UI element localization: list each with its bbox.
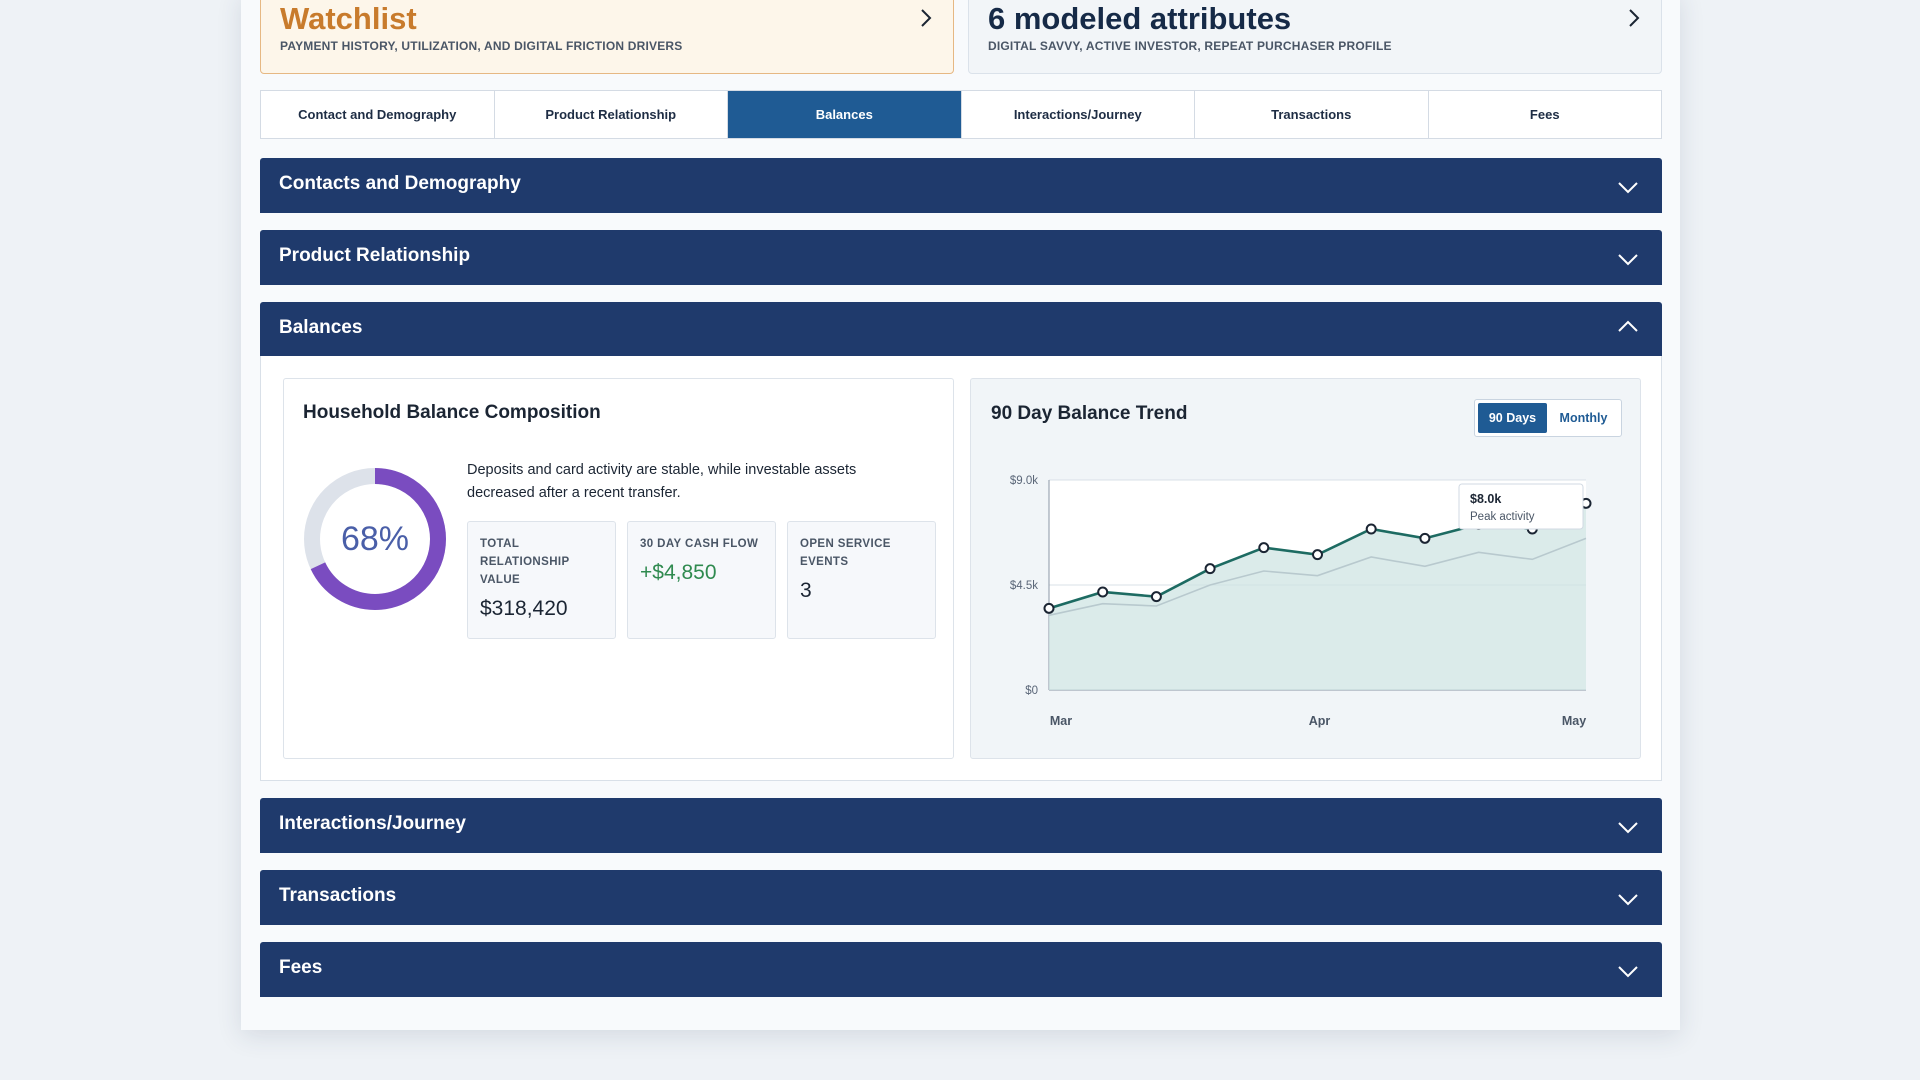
chevron-down-icon[interactable] xyxy=(1616,887,1640,911)
accordion-title: Contacts and Demography xyxy=(279,173,521,194)
profile-panel: Watchlist PAYMENT HISTORY, UTILIZATION, … xyxy=(241,0,1680,1030)
y-tick-label: $9.0k xyxy=(1010,475,1038,487)
accordion-title: Product Relationship xyxy=(279,245,471,266)
tooltip-label: Peak activity xyxy=(1470,511,1535,523)
metric-value: 3 xyxy=(800,579,812,602)
watchlist-subtitle: PAYMENT HISTORY, UTILIZATION, AND DIGITA… xyxy=(280,39,683,53)
y-tick-label: $0 xyxy=(1025,685,1038,697)
chevron-down-icon[interactable] xyxy=(1616,247,1640,271)
trend-range-toggle: 90 Days Monthly xyxy=(1474,399,1622,437)
attributes-card[interactable]: 6 modeled attributes DIGITAL SAVVY, ACTI… xyxy=(968,0,1662,74)
y-tick-label: $4.5k xyxy=(1010,580,1038,592)
accordion-transactions[interactable]: Transactions xyxy=(260,870,1662,925)
chevron-down-icon[interactable] xyxy=(1616,815,1640,839)
donut-percent: 68% xyxy=(340,519,410,558)
x-tick-label: Apr xyxy=(1309,714,1331,728)
accordion-title: Fees xyxy=(279,957,323,978)
tooltip-value: $8.0k xyxy=(1470,492,1501,506)
metric-total-relationship: TOTAL RELATIONSHIP VALUE $318,420 xyxy=(467,521,616,639)
chevron-down-icon[interactable] xyxy=(1616,175,1640,199)
toggle-monthly[interactable]: Monthly xyxy=(1559,411,1608,425)
comparison-series-line xyxy=(1048,537,1587,617)
balance-trend-card: $0 $4.5k $9.0k Mar Apr May $8.0k Peak activity … xyxy=(970,378,1641,759)
tab-fees[interactable]: Fees xyxy=(1529,107,1560,122)
chevron-up-icon[interactable] xyxy=(1616,315,1640,339)
data-point xyxy=(1419,532,1431,544)
balance-trend-chart: $0 $4.5k $9.0k Mar Apr May $8.0k Peak activity xyxy=(1010,475,1592,728)
tab-contact-demography[interactable]: Contact and Demography xyxy=(261,91,495,138)
data-point xyxy=(1043,602,1055,614)
metric-cash-flow: 30 DAY CASH FLOW +$4,850 xyxy=(627,521,776,639)
donut-arc xyxy=(304,468,446,610)
accordion-interactions-journey[interactable]: Interactions/Journey xyxy=(260,798,1662,853)
data-point xyxy=(1097,586,1109,598)
metric-label: OPEN SERVICE EVENTS xyxy=(800,538,891,568)
balance-area xyxy=(1049,503,1586,690)
accordion-title: Balances xyxy=(279,317,363,338)
chevron-right-icon[interactable] xyxy=(1623,7,1645,29)
balances-panel: Household Balance Composition 68% Deposi… xyxy=(260,356,1662,781)
chevron-right-icon[interactable] xyxy=(915,7,937,29)
accordion-title: Interactions/Journey xyxy=(279,813,466,834)
watchlist-title: Watchlist xyxy=(280,1,417,36)
trend-title: 90 Day Balance Trend xyxy=(991,403,1188,424)
accordion-title: Transactions xyxy=(279,885,397,906)
data-point xyxy=(1150,591,1162,603)
tab-transactions[interactable]: Transactions xyxy=(1195,91,1429,138)
toggle-90-days[interactable]: 90 Days xyxy=(1478,403,1547,433)
tab-product-relationship[interactable]: Product Relationship xyxy=(495,91,728,138)
composition-title: Household Balance Composition xyxy=(303,402,601,423)
attributes-title: 6 modeled attributes xyxy=(988,1,1292,36)
x-tick-label: Mar xyxy=(1050,714,1072,728)
section-tabs: Contact and Demography Product Relations… xyxy=(260,90,1662,139)
tab-interactions-journey[interactable]: Interactions/Journey xyxy=(962,91,1195,138)
data-point xyxy=(1204,563,1216,575)
tooltip-box xyxy=(1458,483,1584,530)
data-point xyxy=(1312,549,1323,561)
balance-composition-card: Household Balance Composition 68% Deposi… xyxy=(283,378,954,759)
accordion-balances[interactable]: Balances xyxy=(260,302,1662,357)
accordion-contacts-demography[interactable]: Contacts and Demography xyxy=(260,158,1662,213)
chevron-down-icon[interactable] xyxy=(1616,959,1640,983)
metric-service-events: OPEN SERVICE EVENTS 3 xyxy=(787,521,936,639)
balance-donut xyxy=(304,468,446,610)
watchlist-card[interactable]: Watchlist PAYMENT HISTORY, UTILIZATION, … xyxy=(260,0,954,74)
composition-description: Deposits and card activity are stable, w… xyxy=(467,462,857,501)
x-tick-label: May xyxy=(1562,714,1586,728)
tab-balances[interactable]: Balances xyxy=(728,91,962,138)
metric-value: $318,420 xyxy=(480,597,568,620)
attributes-subtitle: DIGITAL SAVVY, ACTIVE INVESTOR, REPEAT P… xyxy=(988,39,1392,53)
metric-value: +$4,850 xyxy=(640,561,717,584)
metric-label: TOTAL RELATIONSHIP VALUE xyxy=(480,538,570,586)
accordion-product-relationship[interactable]: Product Relationship xyxy=(260,230,1662,285)
data-point xyxy=(1365,523,1377,535)
accordion-fees[interactable]: Fees xyxy=(260,942,1662,997)
data-point xyxy=(1258,542,1270,554)
metric-label: 30 DAY CASH FLOW xyxy=(640,538,759,550)
